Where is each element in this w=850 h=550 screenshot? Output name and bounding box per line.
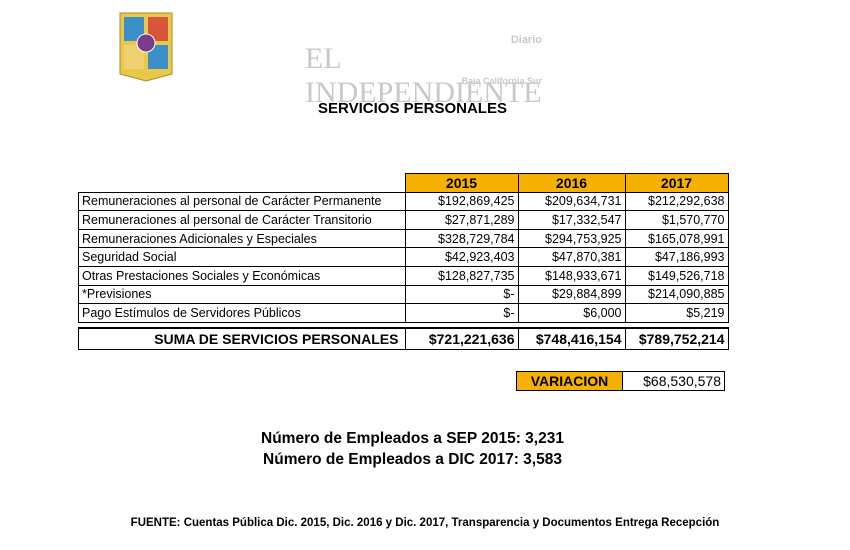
row-label: Remuneraciones al personal de Carácter P… [78,191,406,212]
row-label: Remuneraciones al personal de Carácter T… [78,210,406,230]
table-row: Seguridad Social $42,923,403 $47,870,381 $4… [78,247,729,267]
watermark-name: EL INDEPENDIENTE [305,42,542,109]
total-row: SUMA DE SERVICIOS PERSONALES $721,221,636… [78,326,729,350]
cell-value: $328,729,784 [404,228,519,249]
column-header: 2015 [404,173,519,193]
table-row: Otras Prestaciones Sociales y Económicas… [78,265,729,286]
employees-line: Número de Empleados a SEP 2015: 3,231 [261,430,564,447]
cell-value: $5,219 [624,303,729,323]
cell-value: $148,933,671 [517,265,626,286]
column-header: 2016 [517,173,626,193]
table-row: Remuneraciones al personal de Carácter T… [78,210,729,230]
header-row: 2015 2016 2017 [78,173,729,193]
total-label: SUMA DE SERVICIOS PERSONALES [78,326,406,350]
row-label: Otras Prestaciones Sociales y Económicas [78,265,406,286]
variation-value: $68,530,578 [622,371,725,391]
cell-value: $294,753,925 [517,228,626,249]
cell-value: $17,332,547 [517,210,626,230]
cell-value: $- [404,284,519,305]
cell-value: $6,000 [517,303,626,323]
table-row: *Previsiones $- $29,884,899 $214,090,885 [78,284,729,305]
table: 2015 2016 2017 Remuneraciones al personal d… [78,173,729,350]
total-value: $748,416,154 [517,326,626,350]
employees-line: Número de Empleados a DIC 2017: 3,583 [263,451,562,468]
row-label: Seguridad Social [78,247,406,267]
cell-value: $47,870,381 [517,247,626,267]
cell-value: $1,570,770 [624,210,729,230]
cell-value: $165,078,991 [624,228,729,249]
total-value: $789,752,214 [624,326,729,350]
cell-value: $212,292,638 [624,191,729,212]
column-header: 2017 [624,173,729,193]
watermark: Diario EL INDEPENDIENTE Baja California … [305,28,550,109]
cell-value: $42,923,403 [404,247,519,267]
total-value: $721,221,636 [404,326,519,350]
variation-table: VARIACION $68,530,578 [516,371,725,391]
logo [119,12,173,82]
title: SERVICIOS PERSONALES [318,100,507,117]
header-blank [78,173,405,193]
row-label: Pago Estímulos de Servidores Públicos [78,303,406,323]
cell-value: $27,871,289 [404,210,519,230]
row-label: *Previsiones [78,284,406,305]
watermark-region: Baja California Sur [461,76,542,86]
cell-value: $128,827,735 [404,265,519,286]
cell-value: $29,884,899 [517,284,626,305]
watermark-tag: Diario [510,34,542,46]
table-row: Remuneraciones Adicionales y Especiales $… [78,228,729,249]
variation-row: VARIACION $68,530,578 [516,371,725,391]
cell-value: $209,634,731 [517,191,626,212]
variation-label: VARIACION [516,371,623,391]
table-row: Remuneraciones al personal de Carácter P… [78,191,729,212]
cell-value: $192,869,425 [404,191,519,212]
table-row: Pago Estímulos de Servidores Públicos $- $… [78,303,729,323]
cell-value: $214,090,885 [624,284,729,305]
row-label: Remuneraciones Adicionales y Especiales [78,228,406,249]
cell-value: $149,526,718 [624,265,729,286]
cell-value: $- [404,303,519,323]
cell-value: $47,186,993 [624,247,729,267]
source: FUENTE: Cuentas Pública Dic. 2015, Dic. … [130,517,720,529]
